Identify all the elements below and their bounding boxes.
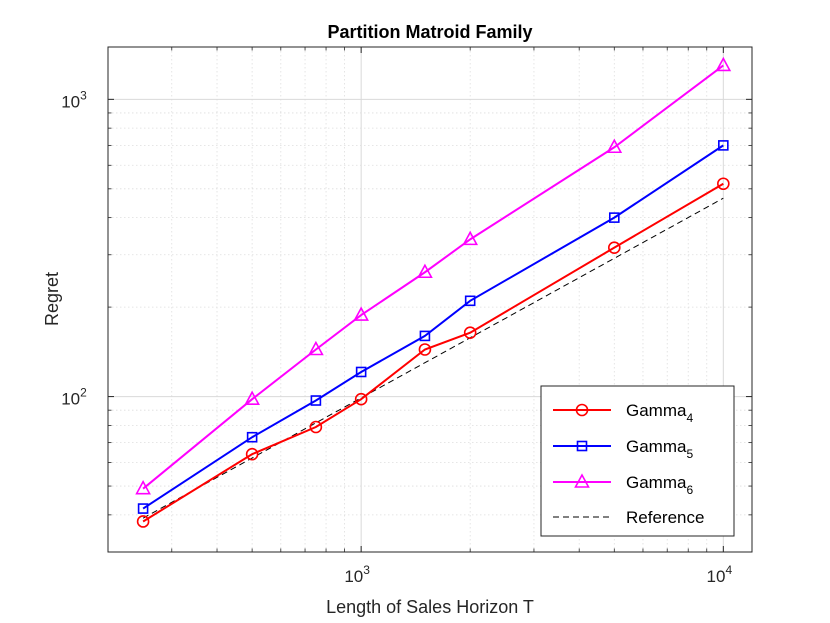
y-tick-label: 102	[61, 386, 87, 409]
series-layer	[135, 56, 732, 528]
legend-entry-gamma-5: Gamma5	[553, 437, 693, 461]
data-point-circle	[463, 326, 477, 340]
legend-label: Reference	[626, 508, 704, 527]
data-point-triangle	[606, 138, 623, 154]
data-point-square	[464, 295, 476, 307]
x-tick-label: 103	[344, 563, 370, 586]
series-gamma-5	[137, 140, 729, 514]
reference-line	[142, 197, 724, 519]
data-point-triangle	[715, 56, 732, 72]
y-tick-label: 103	[61, 88, 87, 111]
data-point-circle	[717, 177, 730, 191]
series-line-6	[142, 64, 724, 490]
data-point-square	[608, 212, 620, 223]
data-point-triangle	[417, 263, 433, 279]
data-point-square	[419, 330, 431, 342]
legend: Gamma4 Gamma5 Gamma6 Reference	[540, 385, 735, 537]
data-point-square	[718, 140, 729, 151]
legend-swatch-marker	[574, 473, 590, 488]
legend-label: Gamma4	[626, 401, 693, 425]
legend-entry-gamma-6: Gamma6	[553, 473, 693, 497]
data-point-square	[246, 431, 258, 443]
chart-title: Partition Matroid Family	[327, 22, 532, 42]
legend-swatch-marker	[575, 403, 589, 417]
data-point-circle	[607, 241, 621, 254]
data-point-triangle	[353, 306, 369, 321]
data-point-triangle	[135, 479, 151, 495]
data-point-circle	[418, 343, 432, 356]
y-axis-label: Regret	[42, 272, 62, 326]
plot-frame	[107, 46, 753, 553]
legend-swatch-marker	[576, 440, 588, 452]
data-point-circle	[354, 392, 368, 406]
data-point-triangle	[308, 340, 324, 356]
data-point-square	[310, 395, 322, 406]
series-line-5	[142, 144, 724, 510]
tick-labels: 103 104 102 103	[61, 88, 732, 586]
series-gamma-4	[136, 177, 730, 528]
data-point-circle	[136, 515, 150, 528]
legend-entry-gamma-4: Gamma4	[553, 401, 693, 425]
data-point-square	[355, 366, 367, 378]
x-tick-label: 104	[707, 563, 733, 586]
x-axis-label: Length of Sales Horizon T	[326, 597, 534, 617]
legend-label: Gamma5	[626, 437, 693, 461]
legend-entry-reference: Reference	[553, 508, 704, 527]
legend-label: Gamma6	[626, 473, 693, 497]
data-point-square	[137, 503, 149, 514]
data-point-triangle	[462, 230, 479, 246]
data-point-circle	[245, 447, 259, 461]
axis-ticks	[107, 47, 752, 553]
data-point-triangle	[244, 390, 260, 405]
series-gamma-6	[135, 56, 732, 495]
data-point-circle	[309, 420, 323, 434]
series-line-4	[142, 182, 724, 523]
legend-items: Gamma4 Gamma5 Gamma6 Reference	[553, 401, 704, 527]
